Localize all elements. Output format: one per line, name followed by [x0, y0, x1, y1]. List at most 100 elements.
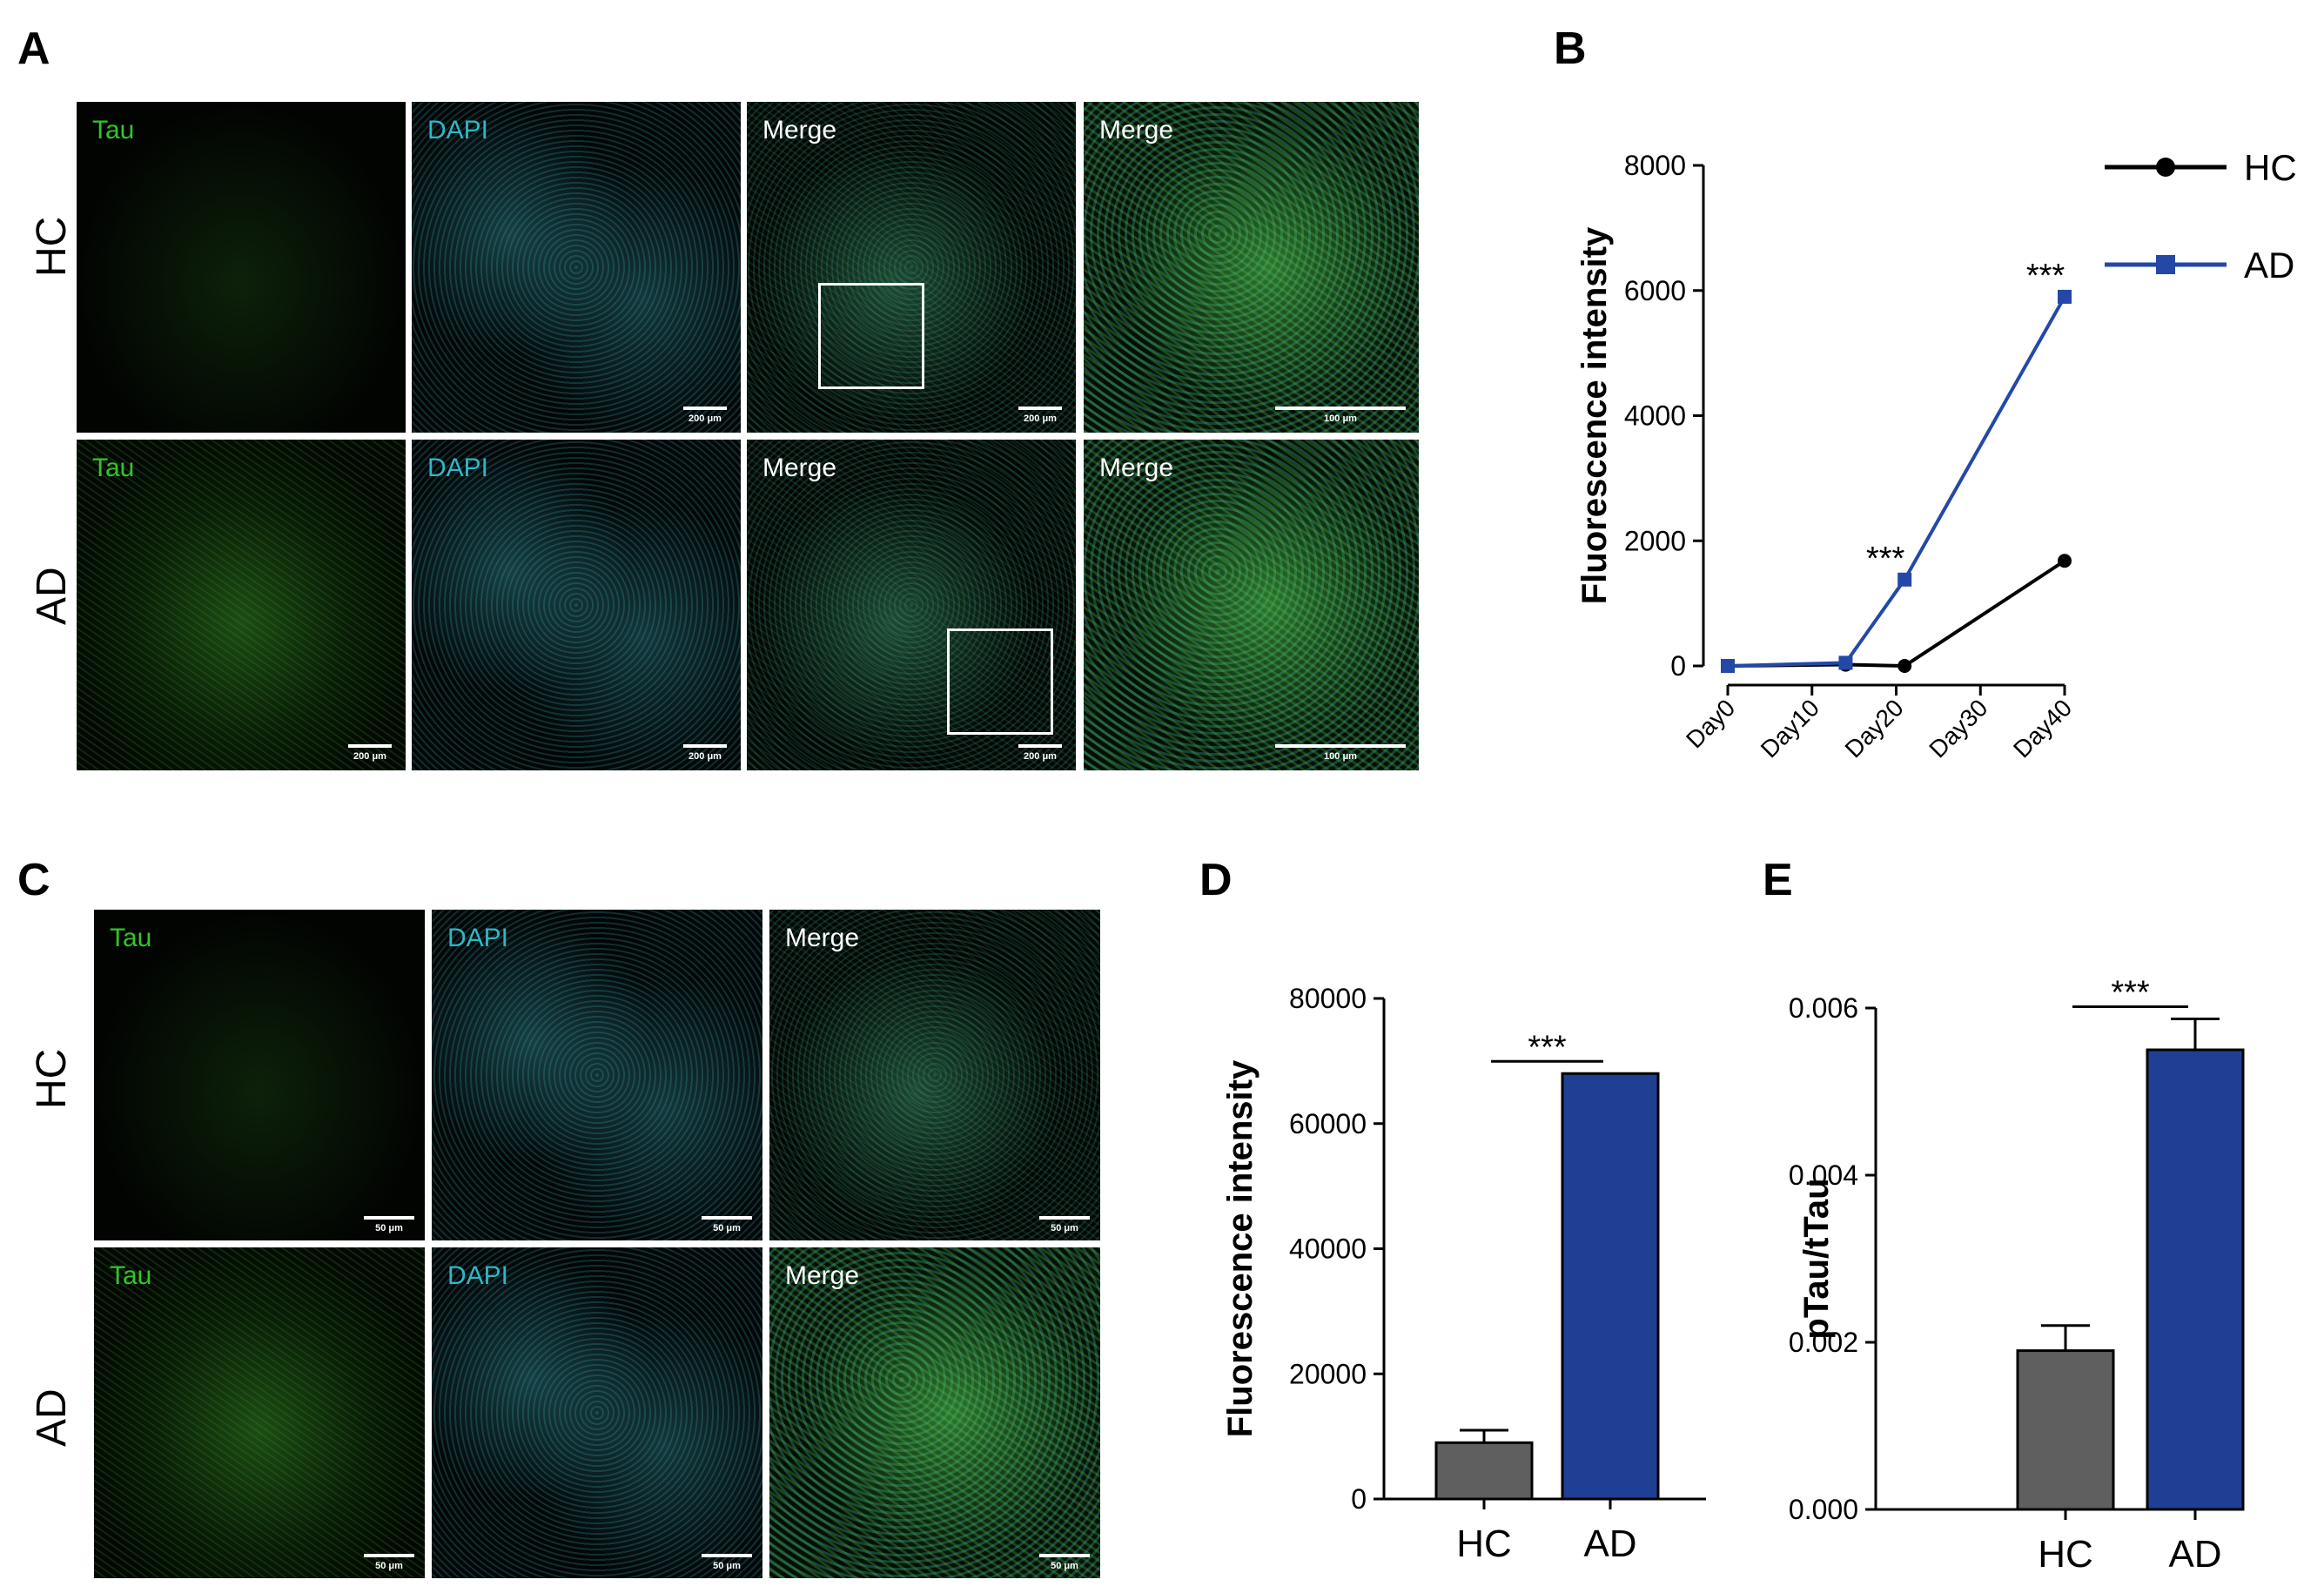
- channel-label-dapi: DAPI: [447, 924, 509, 952]
- panel-a-hc-dapi-image: DAPI 200 μm: [412, 102, 741, 433]
- e-significance-label: ***: [2111, 974, 2150, 1011]
- panel-c-ad-dapi-image: DAPI 50 μm: [432, 1247, 762, 1578]
- b-legend-marker-ad: [2156, 255, 2175, 274]
- d-y-tick-label: 20000: [1289, 1358, 1367, 1389]
- channel-label-merge: Merge: [762, 116, 837, 145]
- panel-a-ad-dapi-image: DAPI 200 μm: [412, 440, 741, 770]
- scale-bar-label: 100 μm: [1324, 751, 1357, 762]
- d-significance-label: ***: [1528, 1029, 1567, 1065]
- e-bar-ad: [2146, 1048, 2245, 1511]
- b-significance-label: ***: [2026, 258, 2065, 294]
- panel-letter-a: A: [17, 24, 50, 74]
- e-y-tick-label: 0.000: [1789, 1494, 1858, 1525]
- scale-bar-label: 50 μm: [713, 1223, 741, 1233]
- panel-a-hc-merge-zoom-image: Merge 100 μm: [1084, 102, 1419, 433]
- b-legend-marker-hc: [2156, 158, 2175, 177]
- zoom-box: [818, 283, 924, 389]
- scale-bar-label: 50 μm: [713, 1561, 741, 1571]
- b-x-tick-label: Day0: [1681, 694, 1740, 753]
- e-bar-hc: [2016, 1349, 2115, 1511]
- scale-bar-label: 200 μm: [1024, 751, 1057, 762]
- b-significance-label: ***: [1866, 541, 1905, 577]
- scale-bar: [348, 744, 392, 748]
- panel-a-ad-merge-zoom-image: Merge 100 μm: [1084, 440, 1419, 770]
- b-y-axis-label: Fluorescence intensity: [1575, 226, 1614, 604]
- panel-c-ad-tau-image: Tau 50 μm: [94, 1247, 425, 1578]
- scale-bar-label: 200 μm: [1024, 413, 1057, 424]
- scale-bar: [364, 1554, 414, 1557]
- panel-letter-b: B: [1554, 24, 1587, 74]
- scale-bar-label: 50 μm: [1051, 1561, 1078, 1571]
- e-x-tick-label: HC: [2038, 1533, 2093, 1576]
- b-legend-label-hc: HC: [2244, 147, 2297, 188]
- scale-bar: [364, 1216, 414, 1220]
- scale-bar-label: 50 μm: [375, 1223, 403, 1233]
- scale-bar: [1018, 744, 1062, 748]
- scale-bar: [683, 407, 727, 410]
- d-y-tick-label: 40000: [1289, 1233, 1367, 1265]
- b-x-tick-label: Day40: [2008, 694, 2077, 763]
- panel-a-ad-tau-image: Tau 200 μm: [77, 440, 406, 770]
- e-y-tick-label: 0.006: [1789, 992, 1858, 1024]
- channel-label-tau: Tau: [110, 1261, 152, 1290]
- d-x-tick-label: AD: [1583, 1522, 1636, 1565]
- b-y-tick-label: 4000: [1624, 400, 1686, 432]
- b-point-ad: [2058, 289, 2072, 304]
- scale-bar-label: 100 μm: [1324, 413, 1357, 424]
- d-y-axis-label: Fluorescence intensity: [1221, 1059, 1259, 1437]
- b-x-tick-label: Day10: [1756, 694, 1824, 763]
- channel-label-merge-zoom: Merge: [1099, 454, 1174, 482]
- panel-c-hc-dapi-image: DAPI 50 μm: [432, 910, 762, 1240]
- d-y-tick-label: 60000: [1289, 1108, 1367, 1139]
- channel-label-dapi: DAPI: [427, 116, 489, 145]
- channel-label-merge: Merge: [785, 924, 860, 952]
- scale-bar: [1039, 1554, 1090, 1557]
- scale-bar: [1275, 744, 1406, 748]
- scale-bar-label: 200 μm: [688, 413, 722, 424]
- b-y-tick-label: 2000: [1624, 525, 1686, 556]
- channel-label-tau: Tau: [92, 116, 135, 145]
- scale-bar: [1018, 407, 1062, 410]
- channel-label-merge: Merge: [785, 1261, 860, 1290]
- panel-a-hc-merge-image: Merge 200 μm: [747, 102, 1076, 433]
- scale-bar-label: 200 μm: [688, 751, 722, 762]
- b-point-hc: [1897, 659, 1912, 673]
- panel-a-ad-merge-image: Merge 200 μm: [747, 440, 1076, 770]
- scale-bar-label: 50 μm: [375, 1561, 403, 1571]
- zoom-box: [947, 628, 1053, 735]
- b-x-tick-label: Day30: [1924, 694, 1992, 763]
- channel-label-merge: Merge: [762, 454, 837, 482]
- b-point-ad: [1897, 572, 1912, 587]
- e-y-tick-label: 0.004: [1789, 1159, 1858, 1191]
- e-y-axis-label: pTau/tTau: [1797, 1178, 1836, 1339]
- scale-bar-label: 200 μm: [353, 751, 386, 762]
- scale-bar: [683, 744, 727, 748]
- d-bar-hc: [1434, 1441, 1534, 1501]
- b-legend-label-ad: AD: [2244, 245, 2294, 286]
- d-x-tick-label: HC: [1456, 1522, 1512, 1565]
- channel-label-tau: Tau: [92, 454, 135, 482]
- scale-bar: [702, 1216, 752, 1220]
- e-y-tick-label: 0.002: [1789, 1327, 1858, 1358]
- channel-label-dapi: DAPI: [427, 454, 489, 482]
- b-point-ad: [1721, 659, 1735, 673]
- scale-bar-label: 50 μm: [1051, 1223, 1078, 1233]
- d-bar-ad: [1561, 1072, 1660, 1501]
- b-y-tick-label: 6000: [1624, 275, 1686, 306]
- panel-c-hc-tau-image: Tau 50 μm: [94, 910, 425, 1240]
- panel-letter-e: E: [1763, 855, 1793, 905]
- b-x-tick-label: Day20: [1840, 694, 1909, 763]
- scale-bar: [1039, 1216, 1090, 1220]
- d-y-tick-label: 80000: [1289, 983, 1367, 1014]
- b-point-ad: [1838, 655, 1853, 670]
- e-x-tick-label: AD: [2168, 1533, 2221, 1576]
- panel-letter-d: D: [1199, 855, 1233, 905]
- scale-bar: [1275, 407, 1406, 410]
- channel-label-merge-zoom: Merge: [1099, 116, 1174, 145]
- panel-c-hc-merge-image: Merge 50 μm: [769, 910, 1100, 1240]
- b-series-line-ad: [1727, 295, 2066, 668]
- b-point-hc: [2058, 554, 2072, 568]
- scale-bar: [702, 1554, 752, 1557]
- panel-letter-c: C: [17, 855, 50, 905]
